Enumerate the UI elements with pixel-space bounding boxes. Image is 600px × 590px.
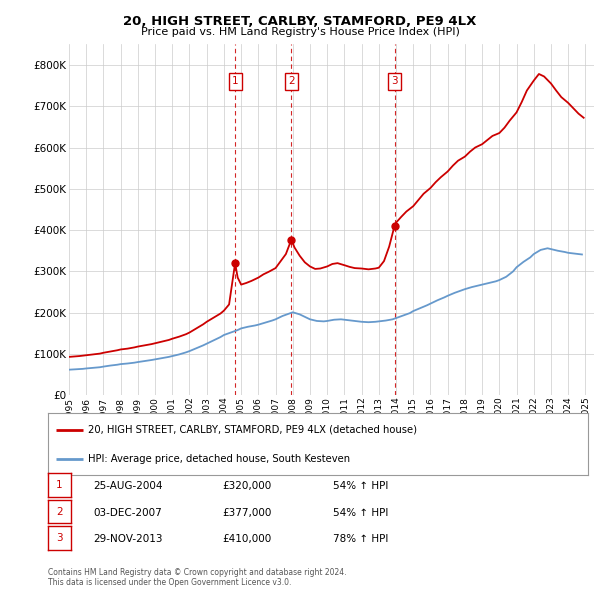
Text: 54% ↑ HPI: 54% ↑ HPI <box>333 508 388 517</box>
Text: 54% ↑ HPI: 54% ↑ HPI <box>333 481 388 491</box>
Text: 1: 1 <box>232 77 238 86</box>
Text: 20, HIGH STREET, CARLBY, STAMFORD, PE9 4LX: 20, HIGH STREET, CARLBY, STAMFORD, PE9 4… <box>124 15 476 28</box>
Text: 3: 3 <box>391 77 398 86</box>
Text: 25-AUG-2004: 25-AUG-2004 <box>93 481 163 491</box>
Text: HPI: Average price, detached house, South Kesteven: HPI: Average price, detached house, Sout… <box>89 454 350 464</box>
Text: Contains HM Land Registry data © Crown copyright and database right 2024.
This d: Contains HM Land Registry data © Crown c… <box>48 568 347 587</box>
Text: 3: 3 <box>56 533 63 543</box>
Text: 29-NOV-2013: 29-NOV-2013 <box>93 535 163 544</box>
Text: £320,000: £320,000 <box>222 481 271 491</box>
Text: £410,000: £410,000 <box>222 535 271 544</box>
Text: 20, HIGH STREET, CARLBY, STAMFORD, PE9 4LX (detached house): 20, HIGH STREET, CARLBY, STAMFORD, PE9 4… <box>89 425 418 435</box>
Text: £377,000: £377,000 <box>222 508 271 517</box>
Text: 1: 1 <box>56 480 63 490</box>
Text: Price paid vs. HM Land Registry's House Price Index (HPI): Price paid vs. HM Land Registry's House … <box>140 27 460 37</box>
Text: 2: 2 <box>56 507 63 516</box>
Text: 03-DEC-2007: 03-DEC-2007 <box>93 508 162 517</box>
Text: 78% ↑ HPI: 78% ↑ HPI <box>333 535 388 544</box>
Text: 2: 2 <box>288 77 295 86</box>
